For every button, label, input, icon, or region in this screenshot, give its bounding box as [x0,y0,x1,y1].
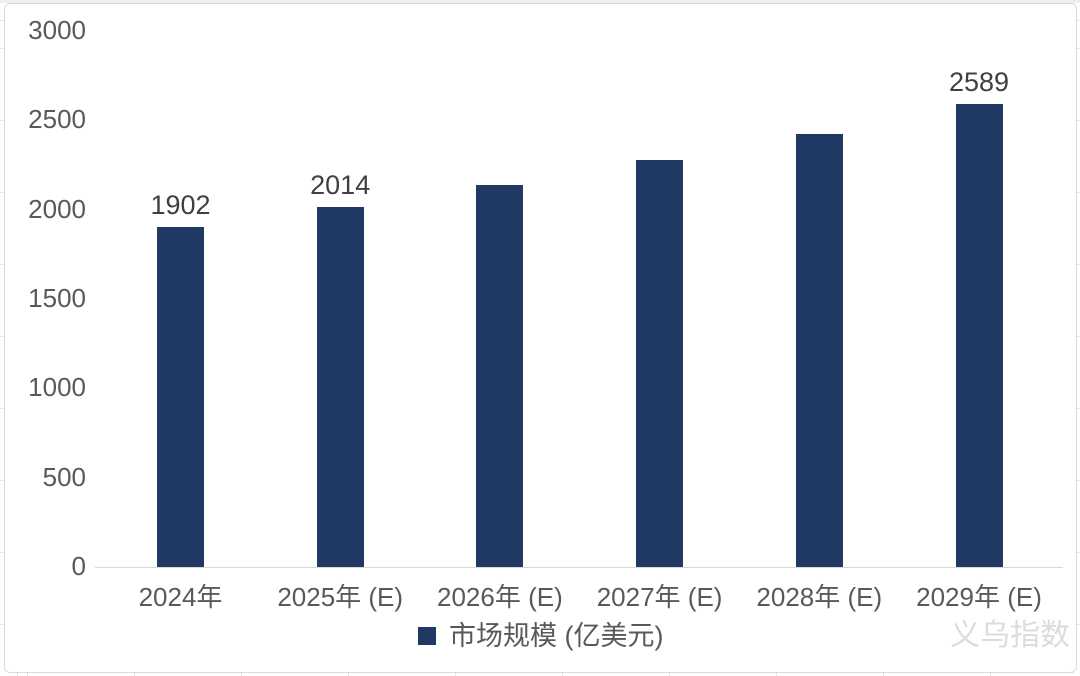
x-label-2028年: 2028年 (E) [756,582,883,612]
y-tick-1500: 1500 [28,283,86,313]
bar-2024年 [157,227,204,567]
x-label-2029年: 2029年 (E) [916,582,1042,612]
watermark-text: 义乌指数 [950,619,1070,652]
spreadsheet-row-strip [0,0,1080,3]
bar-2026年 [476,184,524,567]
y-tick-1000: 1000 [28,372,86,403]
y-tick-2000: 2000 [28,193,86,224]
y-tick-500: 500 [42,461,86,492]
legend-label: 市场规模 (亿美元) [449,621,664,651]
legend-marker-square [418,627,436,645]
y-tick-2500: 2500 [28,104,86,135]
chart-legend: 市场规模 (亿美元) [418,621,663,651]
y-tick-3000: 3000 [28,15,86,45]
bar-2027年 [636,159,684,567]
data-label-2014: 2014 [310,170,371,201]
bar-2025年 [316,207,364,567]
x-axis-line [95,567,1063,568]
bar-2028年 [795,133,843,567]
data-label-2589: 2589 [948,67,1010,98]
y-tick-0: 0 [71,551,86,581]
data-label-1902: 1902 [150,190,211,221]
x-label-2027年: 2027年 (E) [596,582,723,612]
x-label-2026年: 2026年 (E) [437,582,563,612]
x-label-2025年: 2025年 (E) [277,582,404,612]
bar-2029年 [955,104,1003,567]
x-label-2024年: 2024年 [138,582,223,612]
